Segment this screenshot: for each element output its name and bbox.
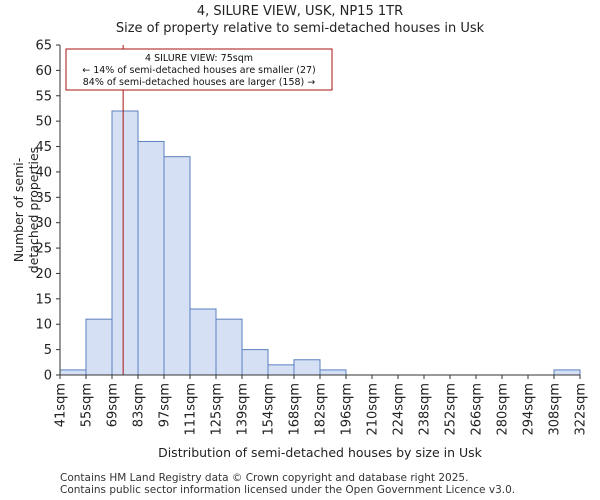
histogram-chart: 0 5 10 15 20 25 30 35 40 45 50 55 60 65 41sqm 55sqm 69s… — [35, 39, 589, 461]
y-tick-label: 25 — [35, 242, 52, 257]
histogram-bar-83sqm — [137, 140, 165, 376]
histogram-bar-69sqm — [111, 110, 139, 376]
x-tick-label: 308sqm — [548, 383, 563, 436]
histogram-bar-97sqm — [163, 156, 191, 376]
y-tick-label: 10 — [35, 318, 52, 333]
histogram-bar-168sqm — [293, 359, 321, 376]
x-tick-label: 97sqm — [158, 383, 173, 427]
annotation-line-3: 84% of semi-detached houses are larger (… — [83, 77, 316, 88]
y-tick-label: 65 — [35, 39, 52, 54]
x-tick-label: 168sqm — [288, 383, 303, 436]
histogram-bar-182sqm — [319, 369, 347, 376]
y-tick-label: 35 — [35, 191, 52, 206]
chart-subtitle: Size of property relative to semi-detach… — [115, 21, 485, 36]
x-tick-label: 322sqm — [574, 383, 589, 436]
x-tick-label: 69sqm — [106, 383, 121, 427]
y-tick-label: 0 — [44, 369, 52, 384]
y-tick-label: 5 — [44, 343, 52, 358]
histogram-bar-41sqm — [59, 369, 87, 376]
histogram-bar-55sqm — [85, 318, 113, 376]
footer-line-2: Contains public sector information licen… — [60, 484, 516, 496]
annotation-line-2: ← 14% of semi-detached houses are smalle… — [82, 65, 316, 76]
x-tick-label: 252sqm — [444, 383, 459, 436]
x-tick-label: 280sqm — [496, 383, 511, 436]
x-tick-label: 294sqm — [522, 383, 537, 436]
y-tick-label: 30 — [35, 216, 52, 231]
y-tick-label: 60 — [35, 64, 52, 79]
x-tick-label: 55sqm — [80, 383, 95, 427]
x-tick-label: 41sqm — [54, 383, 69, 427]
histogram-bar-154sqm — [267, 364, 295, 376]
y-tick-label: 50 — [35, 115, 52, 130]
x-tick-label: 139sqm — [236, 383, 251, 436]
x-tick-label: 196sqm — [340, 383, 355, 436]
x-tick-label: 125sqm — [210, 383, 225, 436]
x-tick-label: 210sqm — [366, 383, 381, 436]
chart-title: 4, SILURE VIEW, USK, NP15 1TR — [196, 4, 404, 19]
x-tick-label: 111sqm — [184, 383, 199, 436]
x-tick-label: 83sqm — [132, 383, 147, 427]
x-tick-label: 238sqm — [418, 383, 433, 436]
histogram-bar-125sqm — [215, 318, 243, 376]
x-tick-label: 266sqm — [470, 383, 485, 436]
x-axis-label: Distribution of semi-detached houses by … — [158, 445, 483, 460]
y-tick-label: 40 — [35, 165, 52, 180]
x-tick-label: 154sqm — [262, 383, 277, 436]
y-tick-label: 45 — [35, 140, 52, 155]
y-tick-label: 15 — [35, 292, 52, 307]
footer-line-1: Contains HM Land Registry data © Crown c… — [60, 472, 469, 484]
annotation-box: 4 SILURE VIEW: 75sqm ← 14% of semi-detac… — [65, 48, 333, 91]
x-tick-label: 182sqm — [314, 383, 329, 436]
x-tick-label: 224sqm — [392, 383, 407, 436]
histogram-bar-111sqm — [189, 308, 217, 376]
annotation-line-1: 4 SILURE VIEW: 75sqm — [145, 53, 253, 64]
histogram-bar-139sqm — [241, 349, 269, 376]
y-tick-label: 20 — [35, 267, 52, 282]
histogram-bar-308sqm — [553, 369, 581, 376]
y-tick-label: 55 — [35, 89, 52, 104]
